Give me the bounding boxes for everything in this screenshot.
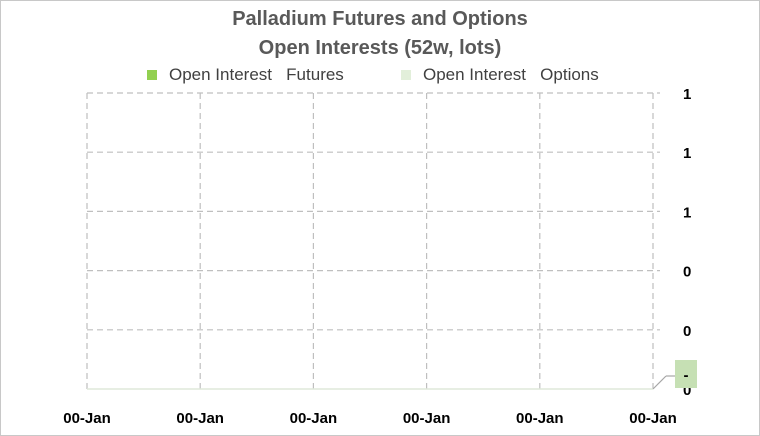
data-label-text: - <box>684 367 689 384</box>
legend-swatch-options <box>401 70 411 80</box>
data-label-leader <box>652 375 667 390</box>
x-tick-label: 00-Jan <box>176 410 224 427</box>
legend-item-futures: Open Interest Futures <box>147 65 344 85</box>
legend-item-options: Open Interest Options <box>401 65 599 85</box>
chart-title: Palladium Futures and Options <box>232 8 528 30</box>
data-label-box <box>675 360 697 388</box>
y-tick-label: 1 <box>683 145 691 162</box>
legend-swatch-futures <box>147 70 157 80</box>
y-tick-label: 0 <box>683 323 691 340</box>
y-tick-label: 0 <box>683 382 691 399</box>
legend-label-futures: Open Interest Futures <box>169 65 344 84</box>
chart-legend: Open Interest Futures Open Interest Opti… <box>0 65 760 87</box>
x-tick-label: 00-Jan <box>63 410 111 427</box>
x-tick-label: 00-Jan <box>629 410 677 427</box>
legend-label-options: Open Interest Options <box>423 65 599 84</box>
y-tick-label: 0 <box>683 264 691 281</box>
x-tick-label: 00-Jan <box>516 410 564 427</box>
y-tick-label: 1 <box>683 204 691 221</box>
y-tick-label: 1 <box>683 86 691 103</box>
x-tick-label: 00-Jan <box>290 410 338 427</box>
chart-subtitle: Open Interests (52w, lots) <box>258 37 502 59</box>
x-tick-label: 00-Jan <box>403 410 451 427</box>
